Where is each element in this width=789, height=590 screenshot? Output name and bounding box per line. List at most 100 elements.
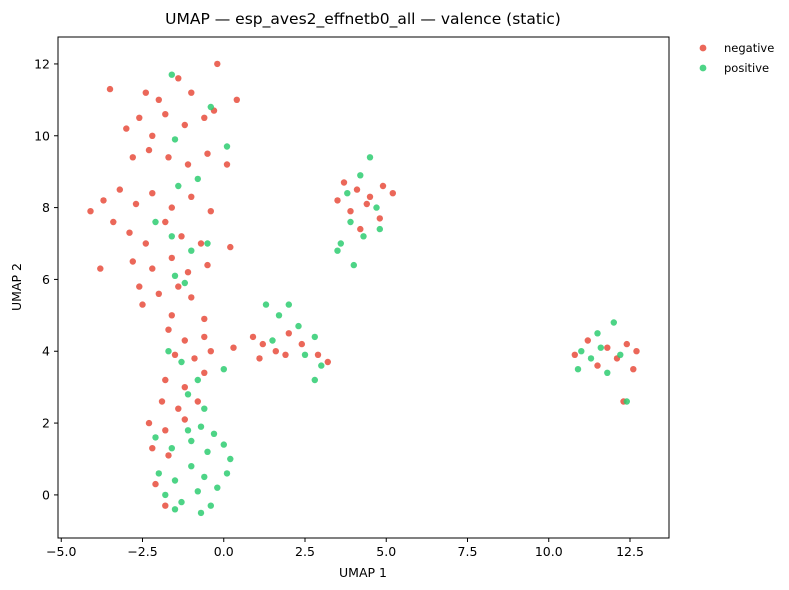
data-point-positive-66 [597, 344, 604, 351]
data-point-positive-62 [587, 355, 595, 362]
data-point-negative-84 [376, 215, 383, 222]
data-point-negative-85 [334, 197, 341, 204]
data-point-negative-67 [230, 344, 237, 351]
legend-label-positive: positive [724, 61, 769, 75]
data-point-negative-55 [181, 384, 188, 391]
data-point-negative-76 [324, 358, 331, 366]
data-point-positive-58 [578, 348, 585, 355]
data-point-negative-15 [145, 146, 153, 154]
data-point-positive-16 [184, 391, 192, 398]
data-point-negative-43 [175, 283, 182, 290]
data-point-positive-50 [373, 204, 380, 211]
y-axis-label: UMAP 2 [9, 263, 24, 311]
data-point-positive-41 [262, 301, 270, 308]
data-point-positive-54 [350, 261, 357, 269]
data-point-positive-42 [295, 322, 302, 330]
data-point-negative-20 [100, 197, 107, 204]
data-point-negative-41 [136, 283, 143, 290]
data-point-positive-1 [207, 103, 214, 111]
data-point-positive-4 [194, 175, 201, 183]
data-point-positive-34 [171, 506, 179, 513]
data-point-positive-37 [197, 423, 205, 430]
data-point-negative-80 [379, 182, 387, 190]
data-point-positive-45 [311, 376, 318, 384]
data-point-negative-69 [259, 340, 266, 348]
data-point-negative-35 [97, 265, 104, 272]
data-point-negative-14 [129, 154, 136, 161]
data-point-positive-29 [223, 470, 231, 477]
data-point-negative-59 [194, 398, 201, 405]
data-point-positive-22 [220, 441, 227, 448]
data-point-negative-4 [106, 85, 114, 93]
data-point-positive-44 [318, 362, 325, 369]
data-point-negative-38 [168, 254, 175, 262]
data-point-negative-87 [571, 351, 578, 358]
data-point-positive-18 [152, 434, 159, 441]
data-point-negative-45 [139, 301, 146, 308]
y-tick-label: 12 [34, 56, 50, 71]
data-point-positive-48 [366, 154, 374, 161]
data-point-negative-34 [227, 243, 234, 251]
data-point-negative-23 [149, 190, 156, 197]
data-point-positive-63 [574, 366, 582, 373]
data-point-positive-43 [311, 333, 318, 341]
data-point-negative-53 [207, 348, 214, 355]
data-point-negative-94 [633, 348, 640, 355]
data-point-positive-7 [168, 233, 175, 240]
data-point-positive-17 [201, 405, 208, 412]
data-point-positive-8 [188, 247, 195, 254]
data-point-negative-19 [223, 161, 231, 168]
data-point-positive-64 [617, 351, 624, 358]
data-point-positive-14 [194, 376, 201, 384]
data-point-positive-57 [344, 190, 351, 197]
y-tick-label: 2 [42, 416, 50, 431]
x-axis-label: UMAP 1 [339, 565, 387, 580]
data-point-negative-31 [162, 218, 169, 226]
data-point-negative-79 [366, 193, 374, 200]
data-point-negative-18 [204, 150, 211, 157]
data-point-negative-8 [136, 114, 143, 122]
data-point-negative-92 [623, 340, 630, 348]
data-point-negative-71 [285, 330, 292, 337]
x-tick-label: −2.5 [127, 544, 157, 559]
data-point-positive-2 [223, 143, 231, 150]
data-point-negative-72 [298, 340, 305, 348]
data-point-negative-81 [389, 190, 396, 197]
data-point-positive-56 [376, 225, 383, 233]
x-tick-label: 0.0 [214, 544, 234, 559]
scatter-points [87, 60, 640, 517]
data-point-positive-53 [337, 240, 344, 247]
y-tick-label: 8 [42, 200, 50, 215]
data-point-positive-38 [210, 430, 218, 437]
legend-marker-positive [699, 64, 707, 72]
data-point-positive-52 [360, 233, 367, 240]
data-point-positive-21 [204, 448, 211, 455]
data-point-negative-89 [594, 362, 601, 369]
data-point-negative-52 [191, 355, 198, 362]
data-point-negative-26 [207, 208, 214, 215]
data-point-negative-66 [162, 502, 169, 509]
data-point-negative-90 [604, 344, 611, 351]
x-axis-ticks: −5.0 −2.5 0.0 2.5 5.0 7.5 10.0 12.5 [46, 538, 644, 559]
data-point-negative-47 [201, 315, 208, 323]
data-point-negative-39 [184, 269, 192, 276]
legend: negative positive [699, 41, 774, 75]
data-point-positive-30 [162, 491, 169, 499]
x-tick-label: 7.5 [458, 544, 478, 559]
data-point-positive-40 [285, 301, 292, 308]
data-point-negative-28 [110, 218, 117, 226]
data-point-negative-1 [155, 96, 162, 104]
data-point-positive-24 [155, 470, 162, 477]
data-point-negative-2 [175, 75, 182, 82]
data-point-positive-51 [347, 218, 354, 226]
y-tick-label: 6 [42, 272, 50, 287]
data-point-negative-88 [584, 337, 591, 344]
data-point-positive-27 [201, 473, 208, 481]
data-point-positive-35 [197, 509, 205, 517]
data-point-positive-20 [188, 437, 195, 445]
data-point-negative-6 [233, 96, 240, 104]
data-point-negative-22 [132, 200, 140, 208]
legend-label-negative: negative [724, 41, 774, 55]
x-tick-label: 12.5 [616, 544, 644, 559]
data-point-negative-27 [87, 208, 94, 215]
